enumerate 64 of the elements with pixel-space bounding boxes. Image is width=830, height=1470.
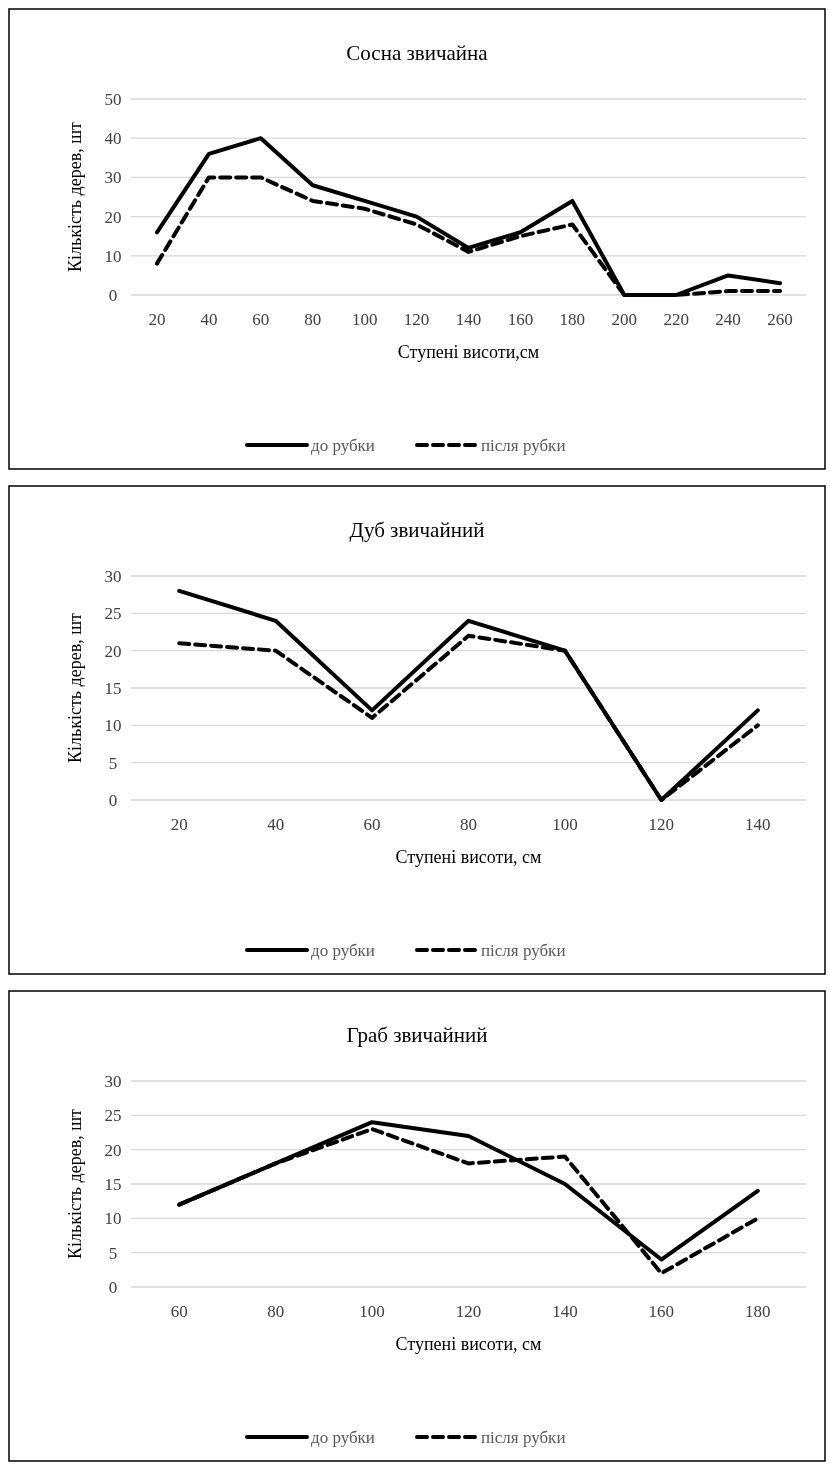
- x-tick-label: 80: [460, 815, 477, 834]
- x-tick-label: 80: [267, 1302, 285, 1321]
- x-tick-label: 100: [351, 310, 378, 329]
- y-tick-label: 40: [104, 129, 122, 149]
- y-axis-title: Кількість дерев, шт: [65, 121, 85, 272]
- x-tick-label: 120: [403, 310, 430, 329]
- x-tick-label: 60: [252, 310, 270, 329]
- y-tick-label: 15: [104, 678, 122, 698]
- x-tick-label: 120: [648, 815, 675, 834]
- x-axis-title: Ступені висоти, см: [395, 1334, 542, 1354]
- x-tick-label: 40: [267, 815, 285, 834]
- y-tick-label: 5: [108, 1243, 118, 1263]
- legend-label: до рубки: [311, 1427, 375, 1447]
- line-series: [154, 136, 783, 297]
- y-tick-label: 0: [108, 1277, 118, 1297]
- x-tick-label: 220: [663, 310, 689, 329]
- chart-title: Сосна звичайна: [346, 41, 489, 65]
- y-tick-label: 10: [104, 246, 122, 266]
- y-tick-label: 5: [108, 753, 118, 773]
- y-tick-label: 0: [108, 285, 118, 305]
- legend-label: до рубки: [311, 435, 375, 455]
- y-tick-label: 30: [104, 566, 122, 586]
- y-tick-label: 25: [104, 604, 122, 624]
- x-tick-label: 20: [148, 310, 166, 329]
- x-tick-label: 240: [715, 310, 741, 329]
- x-tick-label: 20: [170, 815, 188, 834]
- x-axis-title: Ступені висоти,см: [397, 342, 540, 362]
- x-tick-label: 100: [359, 1302, 385, 1321]
- x-tick-label: 120: [455, 1302, 482, 1321]
- x-tick-label: 180: [745, 1302, 771, 1321]
- y-tick-label: 30: [104, 168, 122, 188]
- x-tick-label: 40: [200, 310, 218, 329]
- x-tick-label: 140: [552, 1302, 578, 1321]
- legend-label: після рубки: [481, 1427, 566, 1447]
- y-tick-label: 20: [104, 641, 122, 661]
- y-tick-label: 20: [104, 1140, 122, 1160]
- x-axis-title: Ступені висоти, см: [395, 847, 542, 867]
- legend-label: після рубки: [481, 940, 566, 960]
- y-tick-label: 30: [104, 1071, 122, 1091]
- x-tick-label: 140: [745, 815, 771, 834]
- x-tick-label: 100: [552, 815, 578, 834]
- y-tick-label: 20: [104, 207, 122, 227]
- legend-label: після рубки: [481, 435, 566, 455]
- x-tick-label: 180: [559, 310, 586, 329]
- y-tick-label: 10: [104, 716, 122, 736]
- y-axis-title: Кількість дерев, шт: [65, 1108, 85, 1259]
- y-tick-label: 15: [104, 1174, 122, 1194]
- legend-label: до рубки: [311, 940, 375, 960]
- x-tick-label: 160: [648, 1302, 675, 1321]
- line-series: [177, 588, 760, 802]
- x-tick-label: 60: [170, 1302, 188, 1321]
- x-tick-label: 200: [611, 310, 638, 329]
- y-axis-title: Кількість дерев, шт: [65, 612, 85, 763]
- x-tick-label: 160: [507, 310, 534, 329]
- x-tick-label: 60: [363, 815, 381, 834]
- x-tick-label: 260: [767, 310, 793, 329]
- y-tick-label: 0: [108, 790, 118, 810]
- chart-title: Граб звичайний: [346, 1023, 488, 1047]
- x-tick-label: 140: [455, 310, 482, 329]
- y-tick-label: 50: [104, 89, 122, 109]
- y-tick-label: 25: [104, 1106, 122, 1126]
- y-tick-label: 10: [104, 1209, 122, 1229]
- x-tick-label: 80: [304, 310, 322, 329]
- chart-title: Дуб звичайний: [349, 518, 485, 542]
